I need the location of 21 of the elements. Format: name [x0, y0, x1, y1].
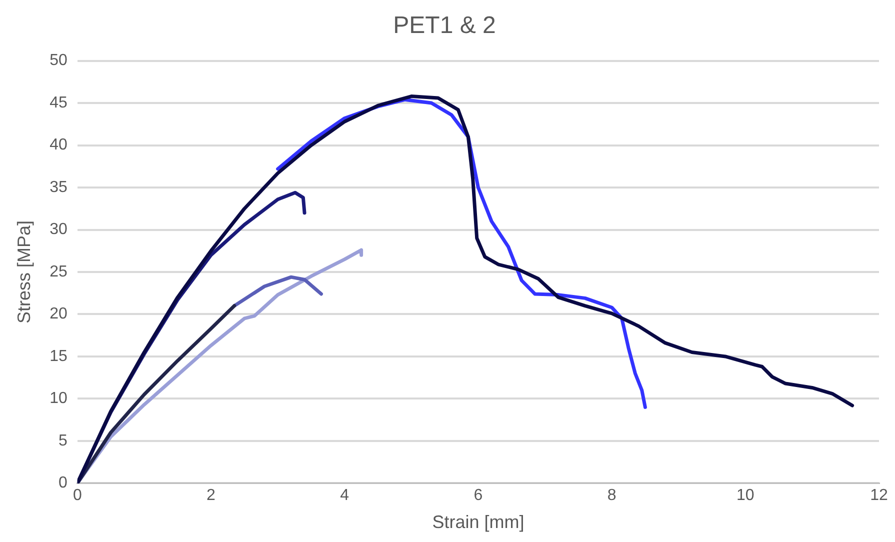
y-tick-label: 40: [50, 136, 68, 154]
chart-title: PET1 & 2: [393, 12, 496, 40]
y-tick-label: 20: [50, 306, 68, 323]
x-axis-title: Strain [mm]: [432, 512, 524, 532]
y-tick-label: 30: [50, 221, 68, 238]
y-tick-label: 0: [58, 474, 68, 492]
x-tick-label: 4: [340, 487, 350, 504]
y-tick-label: 35: [50, 178, 68, 196]
x-tick-label: 12: [870, 487, 888, 504]
y-tick-label: 10: [50, 390, 68, 408]
y-tick-label: 5: [58, 432, 68, 450]
x-tick-label: 2: [206, 487, 216, 504]
y-tick-label: 25: [50, 263, 68, 280]
y-axis-title: Stress [MPa]: [14, 220, 34, 324]
y-tick-label: 50: [50, 52, 68, 70]
x-tick-label: 6: [474, 487, 483, 504]
x-tick-label: 10: [736, 487, 754, 504]
x-tick-label: 0: [72, 487, 82, 504]
y-tick-label: 15: [50, 348, 68, 365]
y-tick-label: 45: [50, 94, 68, 112]
x-tick-label: 8: [607, 487, 616, 504]
